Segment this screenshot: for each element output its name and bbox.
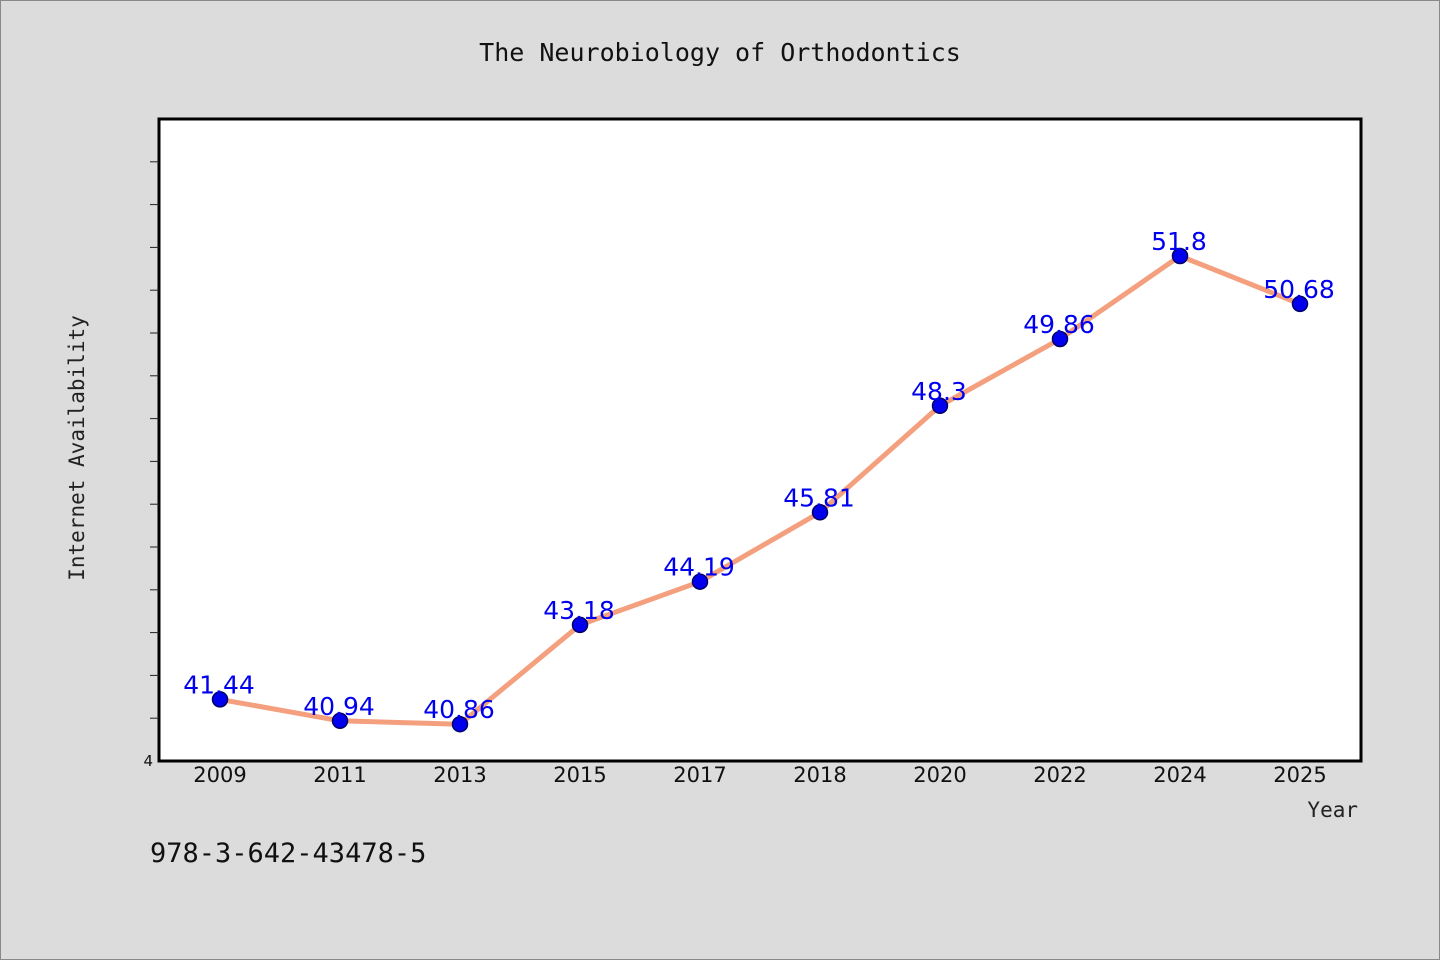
isbn-label: 978-3-642-43478-5 bbox=[150, 838, 426, 869]
x-tick-label: 2015 bbox=[553, 763, 606, 787]
x-tick-label: 2017 bbox=[673, 763, 726, 787]
y-axis-title: Internet Availability bbox=[65, 315, 89, 581]
data-label-layer: 41.44 40.94 40.86 43.18 44.19 45.81 48.3 49.86 5… bbox=[183, 227, 1335, 724]
x-tick-label: 2020 bbox=[913, 763, 966, 787]
plot-area bbox=[157, 117, 1363, 763]
x-axis-ticks: 2009 2011 2013 2015 2017 2018 2020 2022 2024 2025 bbox=[193, 763, 1326, 787]
data-point bbox=[211, 691, 229, 708]
data-point bbox=[1051, 330, 1069, 348]
data-label: 51.8 bbox=[1151, 227, 1207, 256]
data-point bbox=[931, 397, 949, 415]
data-label: 40.94 bbox=[303, 692, 375, 721]
data-label: 49.86 bbox=[1023, 310, 1095, 339]
data-point bbox=[811, 504, 829, 521]
data-point bbox=[571, 616, 589, 634]
series-layer bbox=[211, 247, 1309, 733]
data-label: 48.3 bbox=[911, 377, 967, 406]
y-axis-ticks: 4 bbox=[143, 161, 159, 770]
data-point bbox=[1171, 247, 1189, 265]
data-point bbox=[1291, 295, 1309, 313]
x-tick-label: 2022 bbox=[1033, 763, 1086, 787]
x-tick-label: 2011 bbox=[313, 763, 366, 787]
x-tick-label: 2025 bbox=[1273, 763, 1326, 787]
data-point bbox=[451, 715, 469, 733]
data-label: 40.86 bbox=[423, 695, 495, 724]
x-tick-label: 2013 bbox=[433, 763, 486, 787]
data-point bbox=[691, 573, 709, 590]
x-tick-label: 2024 bbox=[1153, 763, 1206, 787]
data-label: 45.81 bbox=[783, 483, 855, 512]
chart-title: The Neurobiology of Orthodontics bbox=[479, 38, 961, 67]
data-label: 41.44 bbox=[183, 670, 255, 699]
data-point bbox=[331, 712, 349, 730]
x-tick-label: 2009 bbox=[193, 763, 246, 787]
data-label: 50.68 bbox=[1263, 275, 1335, 304]
y-tick-label: 4 bbox=[143, 752, 153, 770]
data-label: 43.18 bbox=[543, 596, 615, 625]
x-axis-title: Year bbox=[1307, 798, 1358, 822]
series-line bbox=[217, 253, 1303, 727]
data-label: 44.19 bbox=[663, 553, 735, 582]
x-tick-label: 2018 bbox=[793, 763, 846, 787]
